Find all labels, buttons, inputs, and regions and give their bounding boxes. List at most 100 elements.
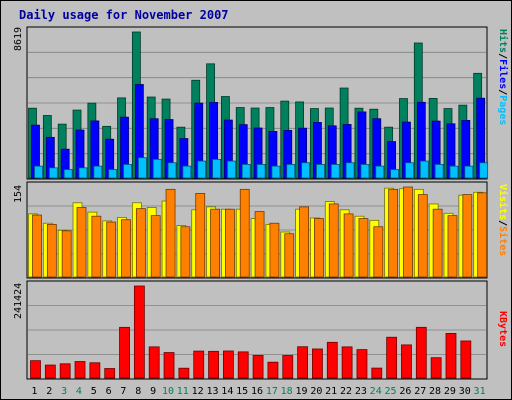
sites-bar: [343, 213, 354, 278]
legend-sites: Sites: [497, 226, 509, 256]
pages-bar: [479, 162, 489, 179]
sites-bar: [180, 226, 191, 278]
kbytes-bar: [148, 346, 160, 379]
legend-pages: Pages: [497, 95, 508, 125]
day-label: 30: [459, 386, 471, 397]
day-label: 8: [135, 386, 141, 397]
kbytes-bar: [193, 350, 205, 379]
pages-bar: [34, 165, 43, 179]
day-label: 16: [251, 386, 263, 397]
day-label: 20: [310, 386, 322, 397]
day-axis: 1 2 3 4 5 6 7 8 9 10 11 12 13 14 15 16 17 18 19 20 21 22 23 24 2…: [31, 386, 485, 397]
legend-sep: /: [497, 220, 508, 226]
pages-bar: [63, 169, 73, 179]
pages-bar: [167, 162, 177, 179]
pages-bar: [152, 158, 162, 179]
pages-bar: [330, 164, 340, 179]
pages-bar: [271, 165, 281, 179]
kbytes-bar: [282, 355, 294, 379]
kbytes-bar: [74, 361, 86, 379]
legend-hits: Hits: [497, 29, 509, 53]
kbytes-bar: [30, 360, 41, 379]
pages-bar: [108, 169, 118, 179]
right-legend-sites-visits: Visits/Sites: [497, 184, 509, 256]
kbytes-bar: [341, 346, 353, 379]
pages-bar: [93, 165, 103, 179]
hits-files-pages-panel: [26, 26, 489, 180]
sites-bar: [403, 186, 413, 278]
kbytes-bar: [326, 341, 338, 379]
day-label: 5: [91, 386, 97, 397]
right-legend-hits-files-pages: Hits/Files/Pages: [497, 29, 509, 125]
day-label: 28: [429, 386, 441, 397]
day-label: 21: [325, 386, 337, 397]
day-label: 6: [106, 386, 112, 397]
sites-bar: [314, 218, 324, 278]
day-label: 10: [162, 386, 174, 397]
kbytes-bar: [386, 336, 398, 379]
kbytes-bar: [223, 350, 234, 379]
kbytes-bar: [89, 362, 101, 379]
legend-sep: /: [497, 53, 508, 59]
kbytes-bar: [44, 364, 56, 379]
kbytes-bar: [460, 340, 472, 379]
day-label: 11: [177, 386, 189, 397]
legend-files: Files: [497, 59, 509, 89]
sites-bar: [477, 192, 488, 278]
day-label: 14: [221, 386, 233, 397]
pages-bar: [301, 162, 310, 179]
sites-bar: [299, 206, 309, 278]
pages-bar: [375, 165, 385, 179]
sites-bar: [328, 203, 339, 278]
kbytes-bar: [237, 351, 249, 379]
day-label: 31: [474, 386, 486, 397]
kbytes-bar: [59, 363, 71, 379]
sites-bar: [61, 230, 72, 278]
day-label: 24: [370, 386, 382, 397]
sites-bar: [284, 233, 295, 278]
day-label: 29: [444, 386, 456, 397]
kbytes-bar: [430, 357, 442, 379]
pages-bar: [345, 162, 355, 179]
sites-bar: [121, 219, 131, 278]
pages-bar: [390, 169, 400, 179]
kbytes-bar: [371, 367, 383, 379]
pages-bar: [286, 164, 296, 179]
day-label: 15: [236, 386, 248, 397]
y-max-label-hits: 8619: [13, 27, 24, 51]
y-max-label-sites: 154: [13, 185, 24, 203]
day-label: 26: [399, 386, 411, 397]
kbytes-bar: [356, 349, 368, 379]
pages-bar: [434, 164, 444, 179]
kbytes-bar: [445, 333, 457, 379]
day-label: 19: [295, 386, 307, 397]
sites-bar: [91, 215, 102, 278]
pages-bar: [360, 164, 370, 179]
day-label: 22: [340, 386, 352, 397]
kbytes-bar: [401, 344, 412, 379]
sites-bar: [447, 215, 458, 278]
legend-visits: Visits: [497, 184, 509, 220]
day-label: 17: [266, 386, 278, 397]
day-label: 23: [355, 386, 367, 397]
pages-bar: [227, 160, 236, 179]
sites-bar: [135, 208, 146, 278]
sites-bar: [165, 188, 176, 278]
sites-bar: [373, 226, 384, 278]
sites-bar: [417, 194, 428, 278]
day-label: 7: [120, 386, 126, 397]
kbytes-bar: [133, 285, 145, 379]
pages-bar: [405, 162, 414, 179]
kbytes-bar: [297, 346, 308, 379]
sites-bar: [210, 208, 220, 278]
kbytes-bar: [252, 355, 264, 379]
pages-bar: [48, 167, 58, 179]
legend-kbytes: KBytes: [497, 311, 508, 347]
day-label: 12: [192, 386, 204, 397]
sites-bar: [462, 194, 473, 278]
pages-bar: [197, 160, 207, 179]
kbytes-bar: [267, 361, 279, 379]
sites-bar: [358, 218, 369, 278]
pages-bar: [316, 164, 325, 179]
